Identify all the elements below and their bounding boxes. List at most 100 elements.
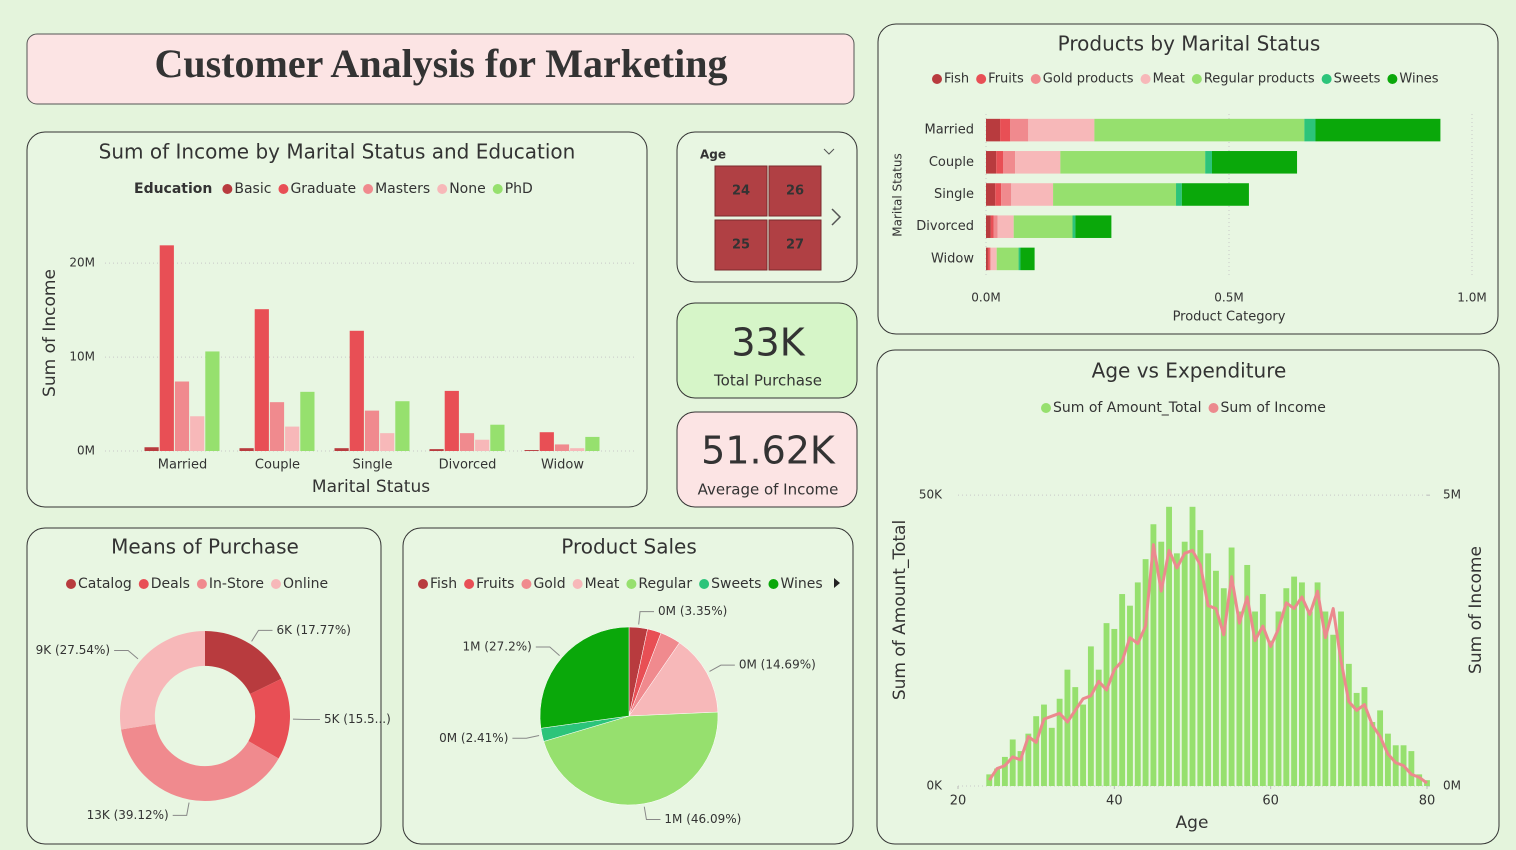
- bar: [1416, 774, 1423, 786]
- legend-label: Wines: [1399, 72, 1438, 87]
- slicer-tile[interactable]: [768, 165, 822, 217]
- x-axis-title: Product Category: [1173, 310, 1286, 325]
- bar: [554, 444, 570, 451]
- bar-segment: [1011, 183, 1054, 206]
- data-label: 6K (17.77%): [277, 623, 351, 637]
- bar: [994, 768, 1001, 786]
- legend-marker: [1208, 403, 1219, 413]
- slicer-dropdown-icon[interactable]: [823, 148, 835, 155]
- data-label: 0M (3.35%): [658, 604, 727, 618]
- bar: [349, 330, 364, 451]
- card-value: 51.62K: [701, 429, 836, 473]
- slicer-item: 26: [786, 184, 804, 199]
- pie-slice: [120, 631, 205, 730]
- pie-slice: [628, 642, 719, 717]
- bar: [159, 245, 174, 451]
- y-tick-label: Couple: [929, 155, 974, 170]
- bar: [1111, 628, 1118, 786]
- slicer-tile[interactable]: [768, 219, 822, 271]
- slicer-tile[interactable]: [714, 165, 768, 217]
- bar-segment: [986, 118, 1001, 142]
- bar-segment: [990, 215, 994, 238]
- legend-marker: [138, 579, 149, 589]
- legend-marker: [464, 579, 475, 589]
- legend-marker: [196, 579, 207, 589]
- pie-slice: [248, 678, 290, 759]
- bar: [269, 402, 285, 451]
- legend-next-icon[interactable]: [834, 578, 840, 588]
- legend-label: Sweets: [1334, 72, 1381, 87]
- bar: [444, 390, 459, 451]
- bar-segment: [986, 247, 988, 271]
- bar-segment: [1094, 118, 1305, 142]
- bar: [1119, 594, 1126, 786]
- bar: [1244, 564, 1251, 786]
- bar: [1228, 547, 1235, 786]
- y-tick-label: 50K: [919, 488, 943, 502]
- bar-segment: [986, 215, 991, 238]
- pie-slice: [539, 626, 630, 729]
- x-tick-label: Widow: [541, 458, 584, 473]
- legend-label: Meat: [1153, 72, 1185, 87]
- leader-line: [535, 646, 560, 656]
- bar: [1041, 704, 1047, 786]
- chart: Products by Marital Status Fish Fruits Gold…: [891, 32, 1487, 325]
- bar: [1275, 611, 1282, 786]
- chart: Age vs Expenditure Sum of Amount_Total Sum…: [890, 359, 1486, 834]
- panel: [26, 527, 382, 845]
- legend-marker: [278, 184, 289, 194]
- slicer-tile[interactable]: [714, 219, 768, 271]
- slicer-item: 24: [732, 184, 750, 199]
- x-tick-label: Single: [353, 458, 393, 473]
- legend-marker: [363, 184, 374, 194]
- slicer-next-icon[interactable]: [831, 208, 842, 226]
- bar: [1033, 716, 1040, 786]
- bar: [1017, 751, 1024, 786]
- bar: [1353, 692, 1360, 786]
- legend-label: Regular: [638, 576, 692, 592]
- legend-marker: [626, 579, 637, 589]
- bar-segment: [989, 247, 991, 271]
- bar: [1001, 756, 1008, 786]
- bar-segment: [995, 183, 1002, 206]
- slicer-title: Age: [700, 148, 726, 162]
- x-tick-label: Divorced: [439, 458, 497, 473]
- panel: [877, 23, 1499, 335]
- y-axis-title: Marital Status: [891, 153, 905, 236]
- y-tick-label: 10M: [69, 350, 95, 364]
- y2-tick-label: 5M: [1443, 488, 1461, 502]
- y-tick-label: 20M: [69, 256, 95, 270]
- bar-segment: [993, 215, 998, 238]
- bar-segment: [987, 247, 990, 271]
- bar-segment: [1028, 118, 1095, 142]
- dashboard-title: Customer Analysis for Marketing: [155, 41, 728, 86]
- pie-slice: [205, 631, 282, 694]
- bar: [1369, 722, 1376, 786]
- bar: [1361, 687, 1368, 786]
- bar: [1189, 506, 1196, 786]
- legend-label: PhD: [505, 181, 533, 197]
- bar: [1314, 582, 1321, 786]
- bar: [1173, 553, 1180, 786]
- bar: [190, 416, 205, 451]
- bar-segment: [1205, 151, 1212, 174]
- legend-title: Education: [134, 181, 212, 197]
- x-tick-label: 1.0M: [1457, 291, 1486, 305]
- bar: [475, 439, 490, 451]
- legend-marker: [66, 579, 76, 589]
- y-tick-label: 0K: [926, 779, 943, 793]
- bar-segment: [996, 247, 1019, 271]
- legend-marker: [1041, 403, 1051, 413]
- bar-segment: [1000, 118, 1011, 142]
- bar: [1158, 541, 1165, 786]
- legend-label: Sweets: [711, 576, 761, 592]
- chart-title: Means of Purchase: [111, 535, 299, 559]
- x-tick-label: 60: [1262, 794, 1279, 809]
- leader-line: [512, 735, 540, 739]
- x-tick-label: Couple: [255, 458, 300, 473]
- bar: [300, 391, 315, 451]
- legend-marker: [1140, 74, 1151, 84]
- bar: [1306, 611, 1313, 786]
